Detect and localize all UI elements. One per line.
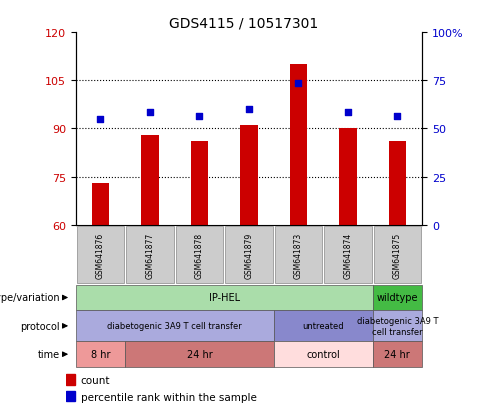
Point bbox=[344, 110, 352, 116]
Bar bbox=[290, 65, 307, 225]
Bar bbox=[240, 126, 258, 225]
Point bbox=[294, 81, 302, 88]
Text: GSM641877: GSM641877 bbox=[145, 232, 154, 278]
Point bbox=[393, 113, 401, 120]
Bar bbox=[339, 129, 357, 225]
Point bbox=[146, 110, 154, 116]
Point bbox=[97, 116, 104, 123]
Text: control: control bbox=[306, 349, 340, 359]
Text: IP-HEL: IP-HEL bbox=[208, 293, 240, 303]
Text: percentile rank within the sample: percentile rank within the sample bbox=[81, 392, 256, 401]
Text: GSM641873: GSM641873 bbox=[294, 232, 303, 278]
Text: count: count bbox=[81, 375, 110, 385]
Text: 24 hr: 24 hr bbox=[186, 349, 212, 359]
Text: protocol: protocol bbox=[20, 321, 60, 331]
Text: GDS4115 / 10517301: GDS4115 / 10517301 bbox=[169, 17, 319, 31]
Bar bbox=[191, 142, 208, 225]
Text: genotype/variation: genotype/variation bbox=[0, 293, 60, 303]
Bar bbox=[389, 142, 406, 225]
Bar bbox=[66, 375, 75, 385]
Text: time: time bbox=[38, 349, 60, 359]
Bar bbox=[66, 391, 75, 401]
Point bbox=[245, 107, 253, 113]
Text: 8 hr: 8 hr bbox=[91, 349, 110, 359]
Text: untreated: untreated bbox=[302, 322, 344, 330]
Text: GSM641875: GSM641875 bbox=[393, 232, 402, 278]
Text: GSM641876: GSM641876 bbox=[96, 232, 105, 278]
Point bbox=[196, 113, 203, 120]
Text: wildtype: wildtype bbox=[377, 293, 418, 303]
Bar bbox=[92, 183, 109, 225]
Text: GSM641878: GSM641878 bbox=[195, 232, 204, 278]
Text: GSM641874: GSM641874 bbox=[344, 232, 352, 278]
Text: diabetogenic 3A9 T cell transfer: diabetogenic 3A9 T cell transfer bbox=[107, 322, 242, 330]
Text: diabetogenic 3A9 T
cell transfer: diabetogenic 3A9 T cell transfer bbox=[357, 316, 438, 336]
Bar bbox=[141, 135, 159, 225]
Text: 24 hr: 24 hr bbox=[385, 349, 410, 359]
Text: GSM641879: GSM641879 bbox=[244, 232, 253, 278]
